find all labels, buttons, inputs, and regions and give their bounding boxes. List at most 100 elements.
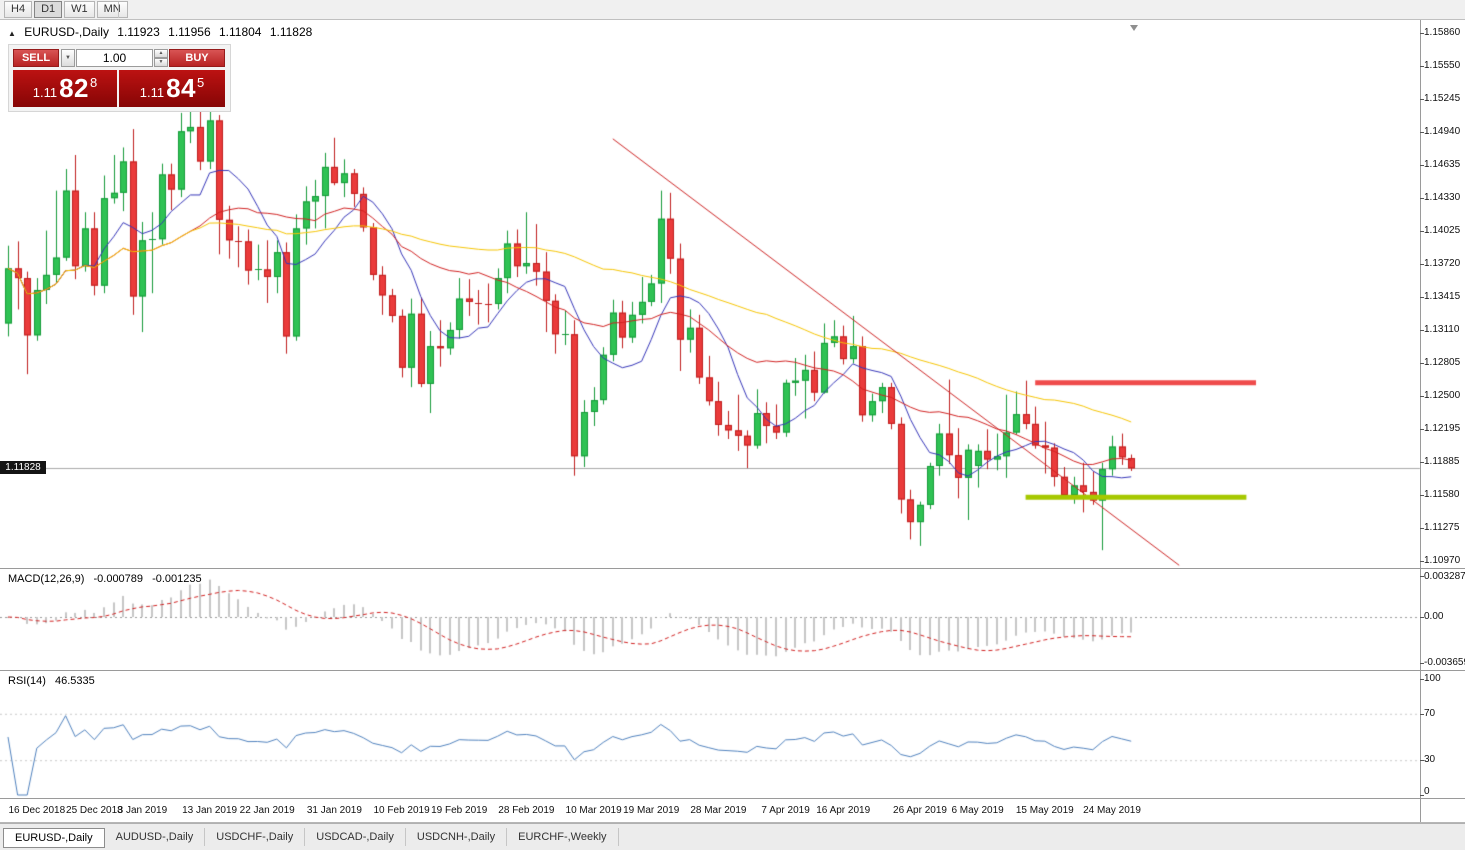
buy-price-tile[interactable]: 1.11 84 5 [119, 70, 225, 107]
buy-price-pip: 5 [197, 75, 205, 90]
pane-separator[interactable] [0, 568, 1465, 569]
chevron-up-icon: ▲ [158, 50, 164, 56]
price-scale-tick [1420, 330, 1424, 331]
macd-scale-label: 0.003287 [1424, 571, 1465, 582]
price-scale-label: 1.12805 [1424, 356, 1461, 368]
rsi-scale-label: 100 [1424, 673, 1441, 684]
price-scale-label: 1.15245 [1424, 93, 1461, 105]
sell-price-tile[interactable]: 1.11 82 8 [13, 70, 117, 107]
date-axis-label: 16 Dec 2018 [8, 805, 66, 816]
chart-title: ▲ EURUSD-,Daily 1.11923 1.11956 1.11804 … [8, 25, 317, 39]
ohlc-low: 1.11804 [218, 25, 262, 39]
chart-tab[interactable]: EURCHF-,Weekly [507, 828, 619, 846]
date-axis-label: 15 May 2019 [1015, 805, 1074, 816]
pane-separator [0, 798, 1465, 799]
macd-scale-tick [1420, 663, 1424, 664]
sell-button[interactable]: SELL [13, 49, 59, 67]
price-scale-label: 1.14025 [1424, 225, 1461, 237]
ohlc-high: 1.11956 [168, 25, 211, 39]
price-scale-tick [1420, 198, 1424, 199]
timeframe-button-h4[interactable]: H4 [4, 1, 33, 18]
timeframe-toolbar: H4 D1 W1 MN [0, 0, 1465, 20]
price-scale-tick [1420, 66, 1424, 67]
volume-increase-button[interactable]: ▲ [154, 49, 168, 58]
timeframe-button-w1[interactable]: W1 [64, 1, 95, 18]
rsi-scale-tick [1420, 760, 1424, 761]
rsi-scale-tick [1420, 679, 1424, 680]
macd-signal-value: -0.001235 [152, 573, 202, 585]
rsi-name: RSI(14) [8, 675, 46, 687]
sell-price-main: 82 [59, 73, 90, 103]
chart-tab[interactable]: AUDUSD-,Daily [105, 828, 206, 846]
date-axis-label: 19 Mar 2019 [623, 805, 680, 816]
price-scale-label: 1.14330 [1424, 192, 1461, 204]
date-axis-label: 24 May 2019 [1083, 805, 1141, 816]
macd-scale-tick [1420, 576, 1424, 577]
rsi-scale-label: 70 [1424, 707, 1436, 719]
chevron-down-icon: ▼ [65, 55, 71, 61]
date-axis-label: 28 Mar 2019 [690, 805, 747, 816]
price-scale-label: 1.11580 [1424, 489, 1460, 501]
price-scale-axis [1420, 20, 1421, 822]
date-axis-label: 10 Feb 2019 [373, 805, 430, 816]
date-axis-label: 31 Jan 2019 [306, 805, 362, 816]
chart-tab[interactable]: EURUSD-,Daily [3, 828, 105, 848]
pane-separator[interactable] [0, 670, 1465, 671]
date-axis-label: 7 Apr 2019 [761, 805, 810, 816]
chart-tab[interactable]: USDCAD-,Daily [305, 828, 406, 846]
price-scale-tick [1420, 528, 1424, 529]
macd-value: -0.000789 [93, 573, 144, 585]
date-axis-label: 3 Jan 2019 [117, 805, 168, 816]
ohlc-open: 1.11923 [117, 25, 160, 39]
buy-price-prefix: 1.11 [139, 85, 165, 100]
date-axis-label: 13 Jan 2019 [182, 805, 238, 816]
price-scale-label: 1.13110 [1424, 323, 1460, 335]
chart-tab[interactable]: USDCNH-,Daily [406, 828, 508, 846]
volume-dropdown-button[interactable]: ▼ [61, 49, 75, 67]
price-scale-tick [1420, 363, 1424, 364]
price-scale-label: 1.13415 [1424, 291, 1461, 302]
rsi-scale-tick [1420, 795, 1424, 796]
one-click-trading-panel: SELL ▼ ▲ ▼ BUY 1.11 82 8 1.11 84 5 [8, 44, 231, 112]
collapse-icon[interactable]: ▲ [8, 29, 16, 38]
date-axis-border [0, 822, 1465, 823]
rsi-label: RSI(14) 46.5335 [8, 675, 101, 687]
price-scale-label: 1.15860 [1424, 27, 1461, 38]
price-scale-label: 1.11885 [1424, 456, 1460, 468]
macd-label: MACD(12,26,9) -0.000789 -0.001235 [8, 573, 208, 585]
rsi-scale-label: 0 [1424, 786, 1430, 797]
ohlc-close: 1.11828 [269, 25, 313, 39]
rsi-scale-label: 30 [1424, 754, 1436, 766]
price-scale-tick [1420, 264, 1424, 265]
date-axis-label: 6 May 2019 [951, 805, 1004, 816]
volume-stepper: ▲ ▼ [154, 49, 168, 67]
price-scale-tick [1420, 561, 1424, 562]
timeframe-button-mn[interactable]: MN [96, 1, 128, 18]
price-scale-label: 1.15550 [1424, 60, 1461, 72]
macd-scale-tick [1420, 617, 1424, 618]
price-scale-tick [1420, 297, 1424, 298]
volume-decrease-button[interactable]: ▼ [154, 58, 168, 67]
buy-button[interactable]: BUY [169, 49, 225, 67]
price-scale-label: 1.12500 [1424, 389, 1461, 401]
chart-tab[interactable]: USDCHF-,Daily [205, 828, 306, 846]
price-scale-tick [1420, 165, 1424, 166]
sell-price-prefix: 1.11 [32, 85, 58, 100]
price-scale-label: 1.14940 [1424, 126, 1461, 138]
price-scale-tick [1420, 99, 1424, 100]
rsi-value: 46.5335 [54, 675, 95, 687]
buy-price-main: 84 [166, 73, 197, 103]
date-axis-label: 28 Feb 2019 [498, 805, 555, 816]
chart-shift-marker-icon[interactable] [1130, 25, 1138, 31]
price-scale-label: 1.11275 [1424, 522, 1460, 534]
chevron-down-icon: ▼ [158, 59, 164, 65]
macd-scale-label: -0.003659 [1424, 656, 1465, 668]
price-scale-tick [1420, 429, 1424, 430]
price-scale-label: 1.14635 [1424, 159, 1461, 171]
chart-tab-bar: EURUSD-,Daily AUDUSD-,Daily USDCHF-,Daily U… [0, 823, 1465, 850]
date-axis-label: 19 Feb 2019 [431, 805, 488, 816]
timeframe-button-d1[interactable]: D1 [34, 1, 63, 18]
volume-input[interactable] [76, 49, 153, 67]
